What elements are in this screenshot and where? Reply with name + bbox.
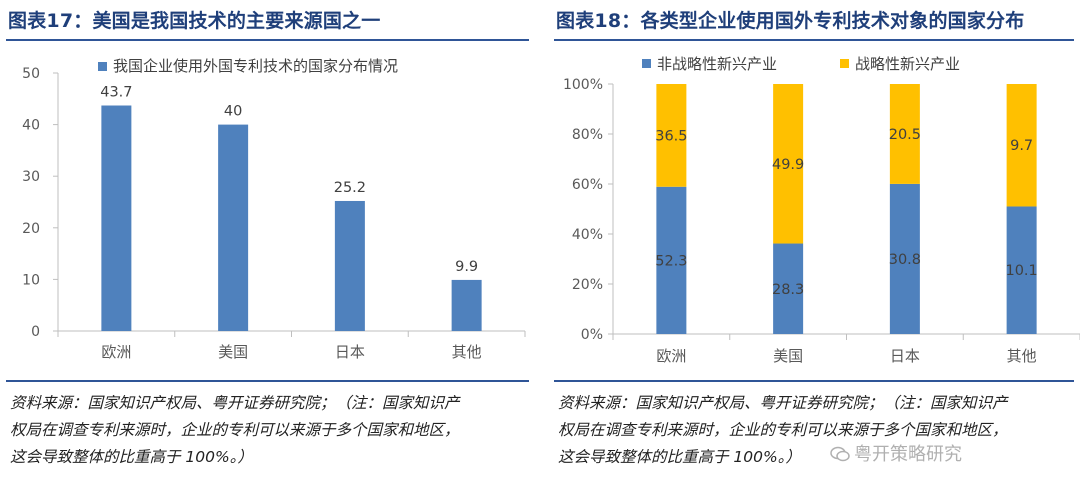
left-figure-panel: 图表17：美国是我国技术的主要来源国之一 0 10 20 30 40 50 43.7 欧洲 40… [0,0,535,485]
y-tick-label: 100% [563,77,603,93]
right-figure-title: 图表18：各类型企业使用国外专利技术对象的国家分布 [556,10,1025,32]
bar-value-label: 9.9 [455,259,478,275]
bar [101,105,132,331]
bar-segment [656,84,687,187]
bar-value-label: 43.7 [100,85,132,101]
left-bar-chart: 0 10 20 30 40 50 43.7 欧洲 40 美国 25.2 日本 9.9 其他 我国企业使用外国… [22,57,526,361]
bar-segment [889,183,920,334]
y-tick-label: 50 [22,66,40,82]
segment-value-label: 10.1 [1005,263,1037,279]
bar-value-label: 25.2 [334,180,366,196]
right-source-note: 资料来源：国家知识产权局、粤开证券研究院；（注：国家知识产 权局在调查专利来源时… [558,390,1078,471]
legend-label: 我国企业使用外国专利技术的国家分布情况 [113,57,398,75]
bar-segment [773,84,804,244]
segment-value-label: 52.3 [655,253,687,269]
bar-segment [773,243,804,334]
watermark: 粤开策略研究 [830,440,962,466]
category-label: 欧洲 [101,343,131,361]
legend-label: 非战略性新兴产业 [657,55,777,73]
y-tick-label: 60% [572,177,603,193]
legend-swatch [840,59,849,68]
left-source-line-3: 这会导致整体的比重高于 100%。） [10,448,253,466]
right-stacked-bar-chart: 0% 20% 40% 60% 80% 100% 52.3 36.5 欧洲 28.3 49.9 美国 30… [563,55,1080,365]
category-label: 欧洲 [656,347,686,365]
left-source-line-2: 权局在调查专利来源时，企业的专利可以来源于多个国家和地区， [10,421,460,439]
bar [451,279,482,331]
y-tick-label: 0 [31,324,40,340]
right-source-line-2: 权局在调查专利来源时，企业的专利可以来源于多个国家和地区， [558,421,1008,439]
segment-value-label: 20.5 [889,127,921,143]
segment-value-label: 36.5 [655,128,687,144]
legend-label: 战略性新兴产业 [855,55,960,73]
category-label: 其他 [1007,347,1037,365]
y-tick-label: 20 [22,221,40,237]
left-source-note: 资料来源：国家知识产权局、粤开证券研究院；（注：国家知识产 权局在调查专利来源时… [10,390,530,471]
segment-value-label: 9.7 [1010,138,1033,154]
right-figure-panel: 图表18：各类型企业使用国外专利技术对象的国家分布 0% 20% 40% 60% 80%… [548,0,1080,485]
right-source-rule [554,380,1074,382]
category-label: 日本 [335,343,365,361]
y-tick-label: 0% [581,327,603,343]
left-title-rule [6,39,529,41]
y-tick-label: 10 [22,272,40,288]
segment-value-label: 28.3 [772,282,804,298]
left-source-rule [6,380,529,382]
category-label: 日本 [890,347,920,365]
bar-segment [1006,84,1037,207]
bar-value-label: 40 [224,104,242,120]
bar-segment [1006,206,1037,334]
legend-swatch [642,59,651,68]
category-label: 美国 [773,347,803,365]
bar-segment [889,84,920,184]
right-title-rule [554,39,1074,41]
bar [218,124,249,331]
left-figure-title: 图表17：美国是我国技术的主要来源国之一 [8,10,381,32]
left-source-line-1: 资料来源：国家知识产权局、粤开证券研究院；（注：国家知识产 [10,394,460,412]
y-tick-label: 30 [22,169,40,185]
segment-value-label: 30.8 [889,252,921,268]
segment-value-label: 49.9 [772,157,804,173]
y-tick-label: 80% [572,127,603,143]
legend-swatch [98,62,107,71]
category-label: 美国 [218,343,248,361]
category-label: 其他 [452,343,482,361]
y-tick-label: 40% [572,227,603,243]
right-source-line-1: 资料来源：国家知识产权局、粤开证券研究院；（注：国家知识产 [558,394,1008,412]
watermark-text: 粤开策略研究 [854,444,962,465]
wechat-icon [830,446,850,462]
bar-segment [656,186,687,334]
y-tick-label: 20% [572,277,603,293]
y-tick-label: 40 [22,118,40,134]
bar [334,200,365,331]
right-source-line-3: 这会导致整体的比重高于 100%。） [558,448,801,466]
